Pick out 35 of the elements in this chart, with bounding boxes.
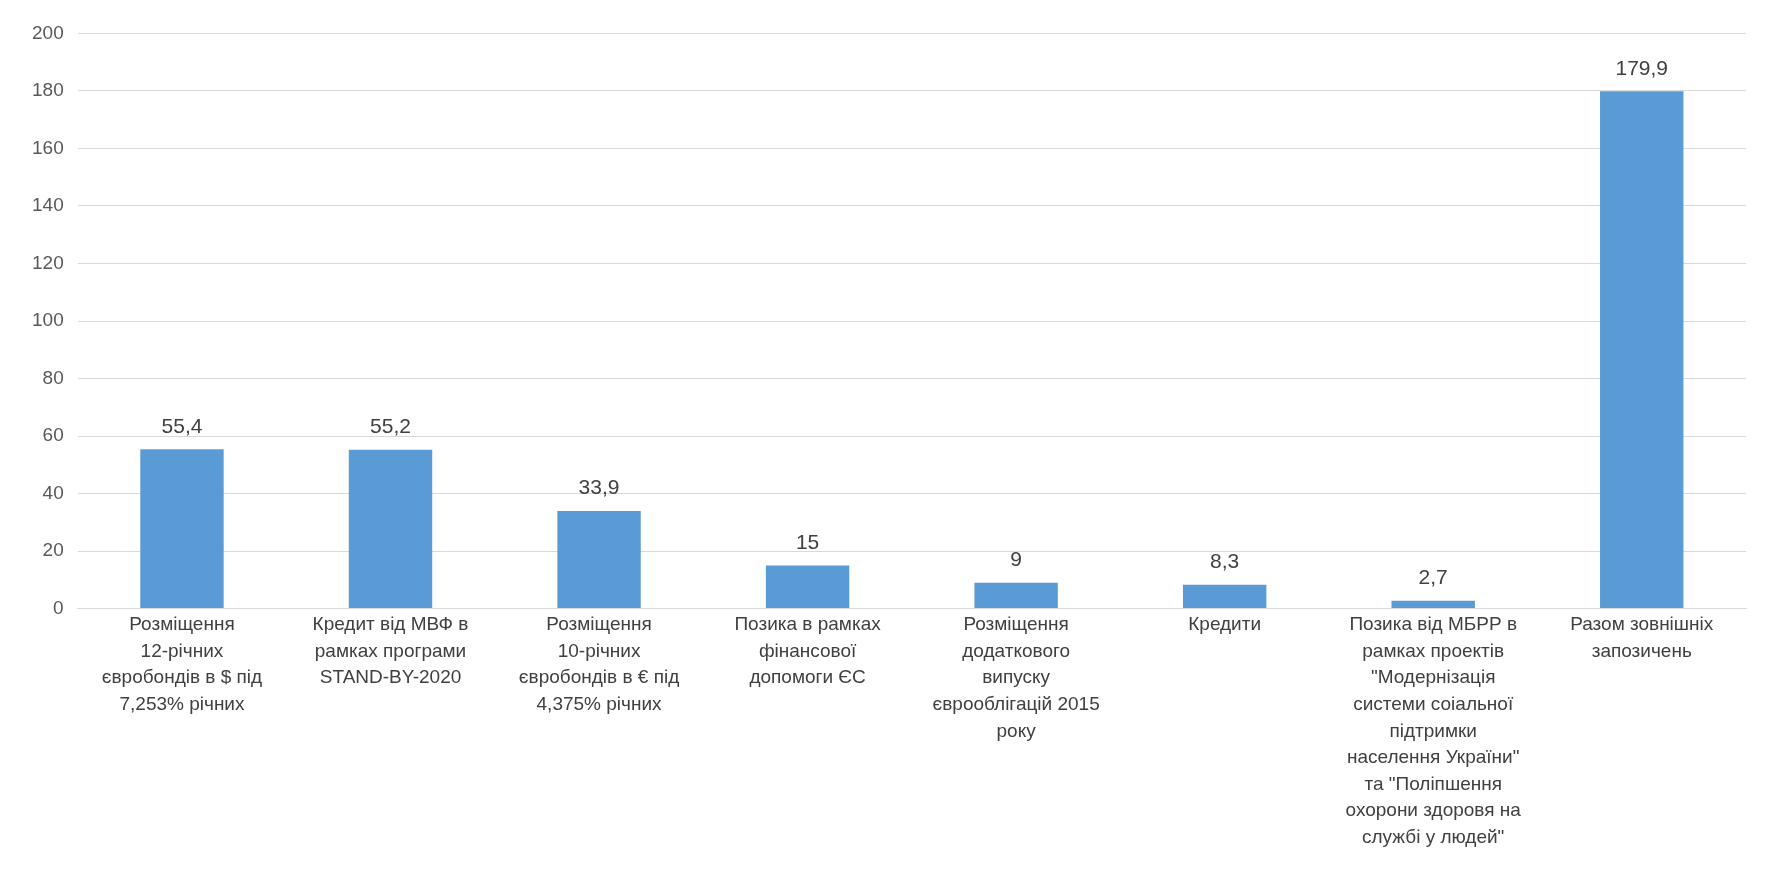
x-tick-label: Розміщення додаткового випуску єврооблігацій 2015 року xyxy=(932,613,1100,741)
bar xyxy=(557,511,641,609)
x-tick-label: Розміщення 12-річних євробондів в $ під 7,253% річних xyxy=(101,613,263,714)
y-tick-label: 0 xyxy=(53,596,64,618)
y-tick-label: 100 xyxy=(32,309,64,331)
y-tick-label: 140 xyxy=(32,194,64,216)
y-tick-label: 20 xyxy=(42,539,64,561)
y-tick-label: 180 xyxy=(32,79,64,101)
data-label: 55,2 xyxy=(370,414,411,438)
bar xyxy=(1391,600,1475,609)
bar xyxy=(765,565,850,609)
x-tick-label: Кредити xyxy=(1188,613,1262,635)
y-tick-label: 60 xyxy=(42,424,64,446)
y-tick-label: 80 xyxy=(42,366,64,388)
data-label: 179,9 xyxy=(1615,55,1669,79)
bar xyxy=(1600,91,1684,609)
data-label: 2,7 xyxy=(1418,565,1448,589)
bar xyxy=(1182,584,1267,609)
bar xyxy=(140,449,224,609)
data-label: 9 xyxy=(1010,547,1022,571)
bar xyxy=(974,582,1058,609)
x-tick-label: Позика в рамках фінансової допомоги ЄС xyxy=(734,613,882,688)
y-tick-label: 200 xyxy=(32,21,64,43)
x-tick-label: Кредит від МВФ в рамках програми STAND-BY-2020 xyxy=(312,613,469,688)
y-tick-label: 40 xyxy=(42,481,64,503)
x-tick-label: Разом зовнішніх запозичень xyxy=(1570,613,1714,661)
data-label: 33,9 xyxy=(578,475,620,499)
data-label: 15 xyxy=(795,529,820,553)
data-label: 55,4 xyxy=(161,413,203,437)
data-label: 8,3 xyxy=(1210,549,1240,573)
bar xyxy=(348,449,433,609)
y-tick-label: 160 xyxy=(32,136,64,158)
y-tick-label: 120 xyxy=(32,251,64,273)
category-label: Позика від МБРР в рамках проектів "Модернізація системи соіальної підтримки населення України" та "Поліпшення охорони здоровя на службі у людей" xyxy=(1345,613,1521,847)
x-tick-label: Розміщення 10-річних євробондів в € під 4,375% річних xyxy=(518,613,680,714)
